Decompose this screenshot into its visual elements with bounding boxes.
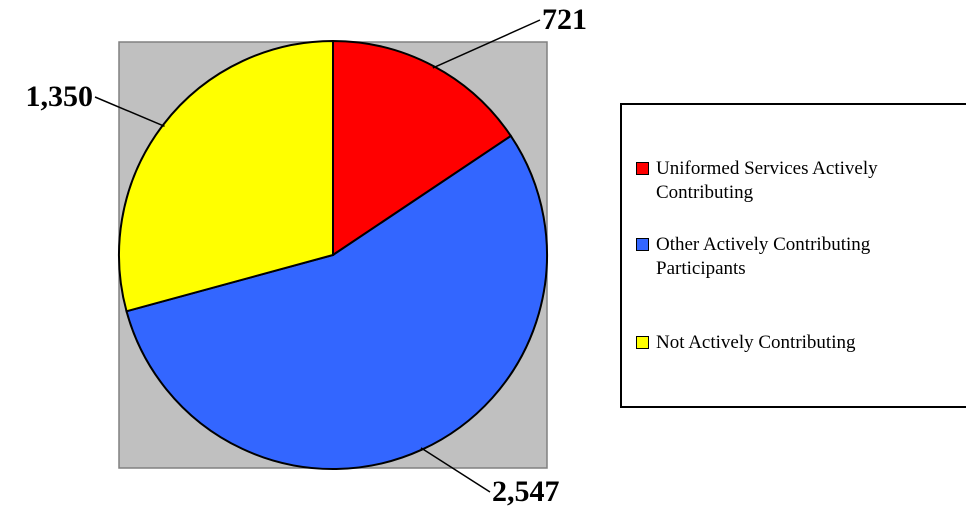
legend-item: Other Actively Contributing Participants (636, 233, 966, 281)
pie-slice (125, 134, 548, 471)
leader-line (420, 447, 491, 493)
legend-item: Not Actively Contributing (636, 331, 966, 355)
pie-slice (332, 39, 513, 257)
legend-swatch (636, 162, 649, 175)
value-label: 2,547 (492, 475, 560, 508)
value-label: 721 (542, 3, 587, 36)
legend-label: Other Actively Contributing Participants (656, 234, 871, 279)
legend-item: Uniformed Services Actively Contributing (636, 157, 966, 205)
value-label: 1,350 (26, 80, 94, 113)
leader-line (94, 96, 165, 127)
legend-label: Not Actively Contributing (656, 332, 856, 353)
legend: Uniformed Services Actively Contributing… (620, 103, 966, 408)
legend-swatch (636, 336, 649, 349)
legend-swatch (636, 238, 649, 251)
leader-line (432, 19, 541, 69)
legend-label: Uniformed Services Actively Contributing (656, 158, 878, 203)
